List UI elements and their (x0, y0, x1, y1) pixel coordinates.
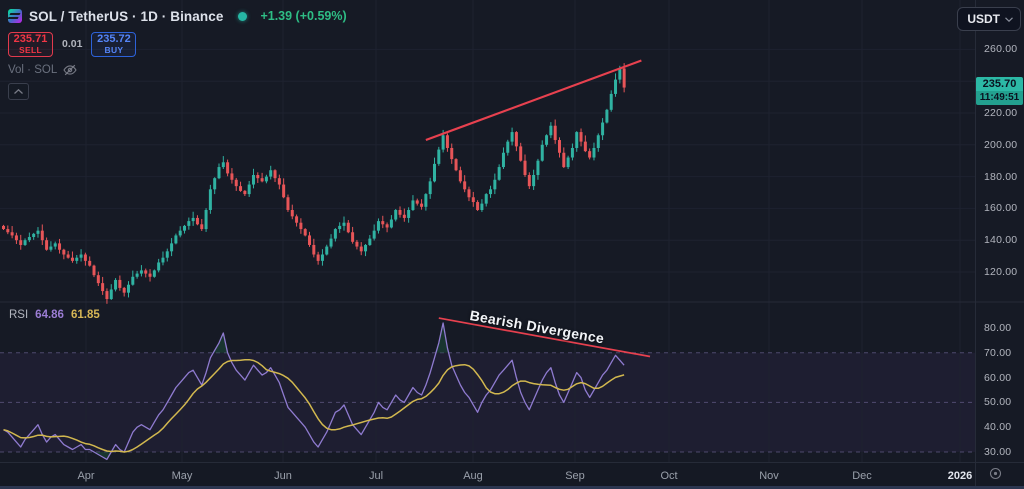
buy-price: 235.72 (97, 32, 131, 45)
chevron-down-icon (1005, 16, 1013, 22)
trendline-drawings (425, 59, 651, 358)
axis-border (975, 0, 976, 489)
price-axis-label: 120.00 (984, 266, 1018, 278)
price-axis-label: 220.00 (984, 107, 1018, 119)
month-axis-label: Nov (759, 470, 779, 482)
last-price: 235.70 (976, 76, 1023, 91)
rsi-axis-label: 60.00 (984, 371, 1012, 384)
rsi-axis-label: 30.00 (984, 446, 1012, 458)
rsi-trendline[interactable] (438, 317, 651, 358)
last-price-badge[interactable]: 235.70 11:49:51 (976, 76, 1023, 105)
year-axis-label: 2026 (947, 470, 973, 482)
rsi-label: RSI (9, 309, 29, 321)
month-axis-label: Jun (274, 470, 292, 482)
buy-label: BUY (104, 44, 124, 55)
rsi-axis-label: 70.00 (984, 346, 1012, 359)
month-axis-label: Apr (77, 470, 95, 482)
month-axis-label: May (171, 470, 193, 482)
rsi-axis-label: 80.00 (984, 322, 1012, 334)
scrollbar-strip[interactable] (0, 486, 1024, 489)
symbol-title[interactable]: SOL / TetherUS · 1D · Binance (29, 8, 224, 24)
legend-collapse-button[interactable] (8, 83, 29, 100)
month-axis-label: Oct (660, 470, 678, 482)
rsi-value: 64.86 (35, 309, 64, 321)
rsi-legend[interactable]: RSI 64.86 61.85 (9, 309, 100, 321)
rsi-band-fill (0, 352, 975, 452)
price-axis-label: 200.00 (984, 138, 1018, 151)
timezone-settings-icon[interactable] (989, 467, 1002, 483)
rsi-band-lines (0, 352, 975, 453)
spread-value: 0.01 (62, 38, 83, 50)
currency-label: USDT (967, 12, 1000, 26)
price-change: +1.39 (+0.59%) (260, 9, 347, 23)
rsi-ma-line (3, 358, 625, 453)
sell-price: 235.71 (13, 32, 48, 45)
price-trendline[interactable] (425, 59, 642, 142)
rsi-line (3, 322, 625, 461)
month-axis-label: Sep (565, 470, 585, 482)
price-axis-label: 160.00 (984, 202, 1018, 215)
order-panel: 235.71 SELL 0.01 235.72 BUY (8, 31, 347, 57)
rsi-axis-label: 40.00 (984, 421, 1012, 434)
sell-button[interactable]: 235.71 SELL (8, 31, 53, 57)
market-status-icon (238, 11, 248, 21)
buy-button[interactable]: 235.72 BUY (91, 31, 137, 57)
grid-lines (0, 0, 1024, 462)
sol-logo-icon (8, 9, 22, 23)
sell-label: SELL (19, 44, 42, 55)
rsi-axis-label: 50.00 (984, 396, 1012, 409)
price-axis[interactable]: 260.00240.00220.00200.00180.00160.00140.… (976, 0, 1024, 462)
currency-toggle-button[interactable]: USDT (957, 7, 1021, 31)
chevron-up-icon (14, 89, 23, 94)
chart-legend: SOL / TetherUS · 1D · Binance +1.39 (+0.… (8, 6, 347, 100)
month-axis-label: Jul (368, 470, 384, 482)
eye-off-icon[interactable] (63, 64, 77, 76)
price-axis-label: 140.00 (984, 234, 1018, 247)
month-axis-label: Dec (852, 470, 872, 482)
bar-countdown: 11:49:51 (976, 90, 1023, 105)
price-axis-label: 260.00 (984, 43, 1018, 56)
rsi-ma-value: 61.85 (70, 309, 100, 321)
month-axis-label: Aug (463, 470, 483, 482)
price-axis-label: 180.00 (984, 170, 1018, 183)
time-axis[interactable]: Apr May Jun Jul Aug Sep Oct Nov Dec 2026 (0, 462, 1024, 489)
volume-study-label: Vol · SOL (8, 64, 58, 76)
candlestick-series (2, 63, 626, 304)
